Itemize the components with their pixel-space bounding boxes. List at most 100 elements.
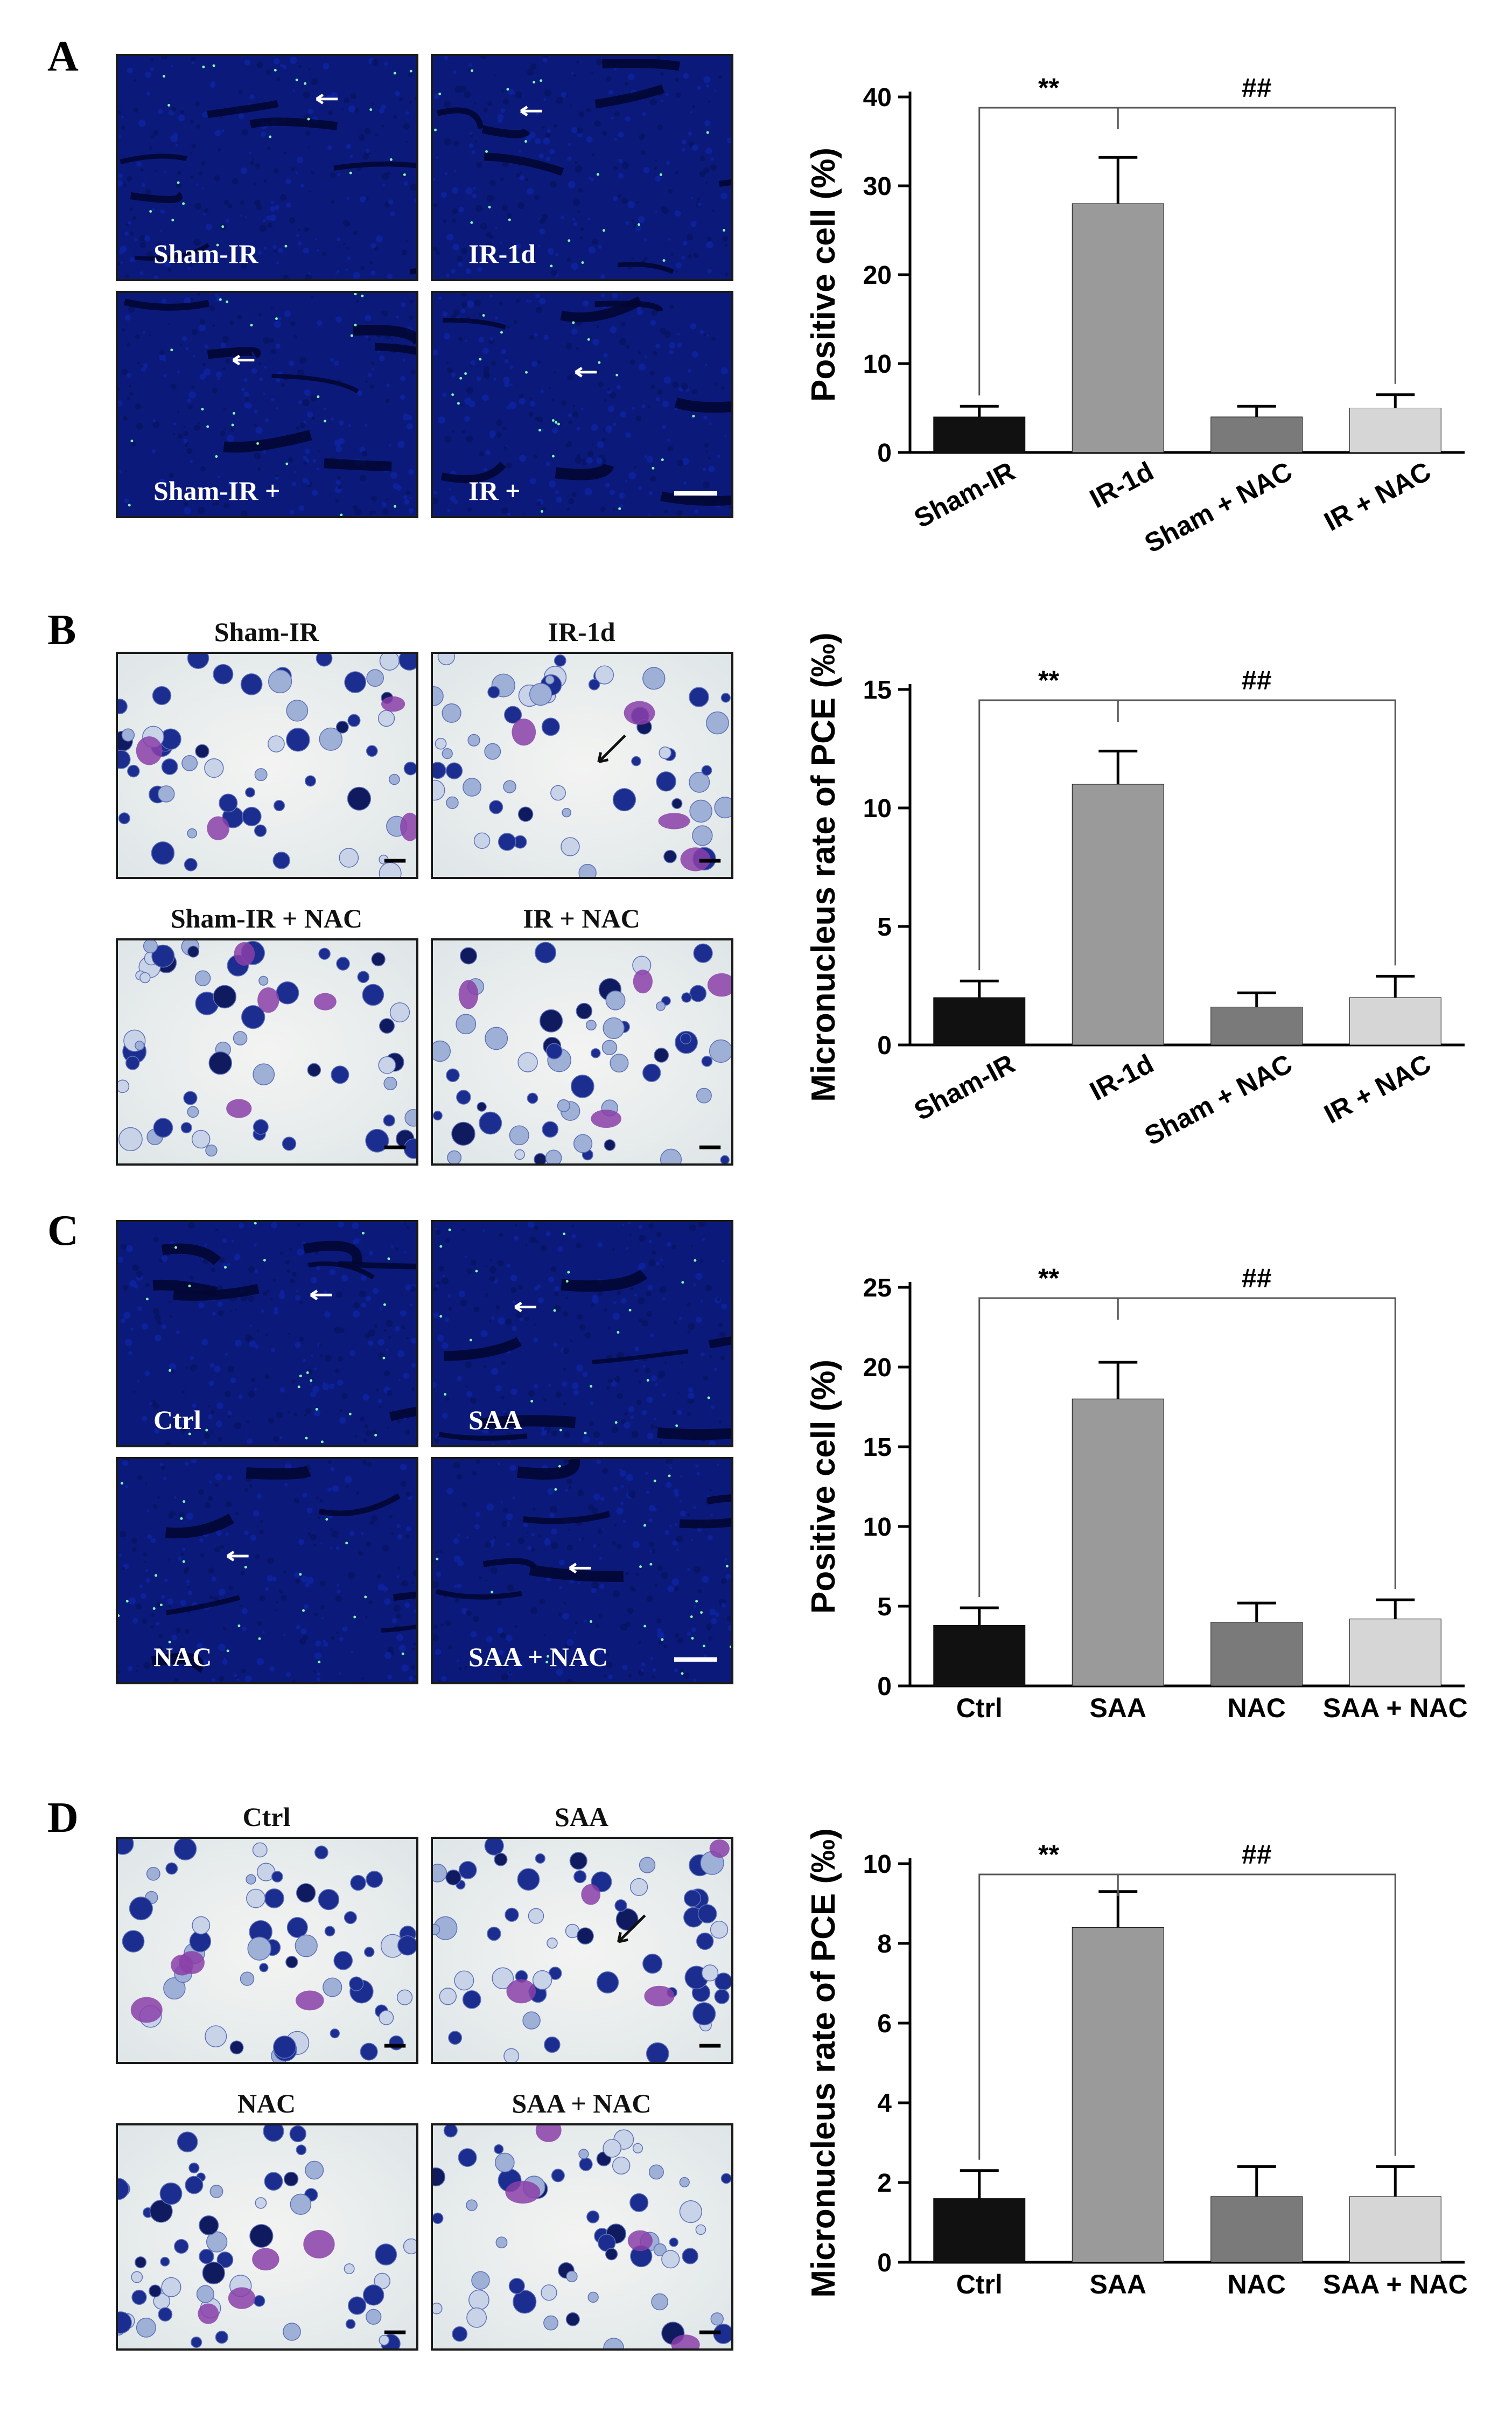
micrograph-title: IR + NAC <box>523 903 640 933</box>
micrograph-title: SAA <box>554 1802 609 1832</box>
micrograph <box>431 652 733 879</box>
error-bar <box>1237 1601 1276 1622</box>
micrograph <box>431 1457 733 1684</box>
micrograph-title: NAC <box>237 2088 296 2118</box>
bar <box>1072 1927 1164 2263</box>
y-axis-label: Micronucleus rate of PCE (‰) <box>805 1828 842 2298</box>
error-bar <box>960 1606 999 1626</box>
bar <box>933 2198 1026 2263</box>
error-bar <box>1098 1890 1138 1928</box>
x-tick-label: SAA <box>1089 2269 1146 2299</box>
x-tick-label: Ctrl <box>956 2269 1003 2299</box>
micrograph-title: Sham-IR <box>214 617 319 647</box>
micrograph-image <box>433 1222 731 1445</box>
error-bar <box>960 405 999 417</box>
y-tick-label: 0 <box>877 1672 892 1701</box>
error-bar <box>1376 2165 1415 2197</box>
y-tick-label: 10 <box>863 794 892 823</box>
x-tick-label: IR + NAC <box>1319 456 1436 537</box>
micrograph-image <box>433 1459 731 1682</box>
error-bar <box>1237 405 1276 417</box>
bar <box>1349 1619 1441 1686</box>
micrograph <box>431 1220 733 1447</box>
micrograph <box>431 938 733 1166</box>
bar <box>933 416 1026 453</box>
significance-marker: ## <box>1242 665 1272 695</box>
micrograph-image <box>118 1459 416 1682</box>
y-tick-label: 0 <box>877 1031 892 1060</box>
x-tick-label: SAA <box>1089 1693 1146 1723</box>
significance-marker: ## <box>1242 73 1272 103</box>
y-tick-label: 15 <box>863 676 892 705</box>
micrograph <box>116 938 418 1166</box>
bar-chart: 0 10 20 30 40 Positive cell (%) Sham-IR IR-1d Sh… <box>770 54 1502 609</box>
scale-bar <box>674 1657 717 1662</box>
micrograph-image <box>118 940 416 1163</box>
y-tick-label: 10 <box>863 350 892 379</box>
micrograph-label: SAA + NAC <box>468 1642 608 1672</box>
y-tick-label: 0 <box>877 2249 892 2277</box>
panel-letter: C <box>47 1207 79 1254</box>
micrograph-label: Sham-IR <box>153 239 258 269</box>
micrograph-label: SAA <box>468 1405 523 1435</box>
y-tick-label: 0 <box>877 439 892 468</box>
micrograph-image <box>433 654 731 877</box>
micrograph-image <box>118 2125 416 2348</box>
x-tick-label: NAC <box>1228 1693 1286 1723</box>
x-tick-label: SAA + NAC <box>1323 1693 1468 1723</box>
micrograph-image <box>433 293 731 516</box>
micrograph-image <box>433 1839 731 2062</box>
x-tick-label: IR + NAC <box>1319 1048 1436 1130</box>
y-tick-label: 5 <box>877 1593 892 1621</box>
x-tick-label: Sham-IR <box>909 456 1020 534</box>
error-bar <box>960 979 999 998</box>
bar <box>1210 1007 1303 1045</box>
micrograph-label: Ctrl <box>153 1405 201 1435</box>
micrograph-image <box>433 56 731 279</box>
micrograph-image <box>118 293 416 516</box>
panel-letter: B <box>47 606 76 654</box>
bar <box>1349 408 1441 453</box>
bar-chart: 0 5 10 15 20 25 Positive cell (%) Ctrl SAA NAC SAA… <box>770 1244 1502 1799</box>
bar <box>1210 416 1303 453</box>
micrograph-title: Ctrl <box>242 1802 291 1832</box>
micrograph <box>431 1837 733 2064</box>
y-tick-label: 6 <box>877 2010 892 2038</box>
significance-marker: ** <box>1038 1839 1059 1870</box>
bar <box>933 1625 1026 1686</box>
significance-marker: ** <box>1038 1263 1059 1293</box>
micrograph <box>116 1220 418 1447</box>
micrograph-image <box>118 1839 416 2062</box>
micrograph-title: IR-1d <box>548 617 615 647</box>
micrograph-label: NAC <box>153 1642 212 1672</box>
micrograph-label: IR + <box>468 476 521 506</box>
x-tick-label: IR-1d <box>1085 456 1159 514</box>
x-tick-label: Sham + NAC <box>1139 1048 1297 1151</box>
significance-marker: ** <box>1038 73 1059 103</box>
micrograph <box>116 1457 418 1684</box>
error-bar <box>1098 1361 1138 1399</box>
y-axis-label: Positive cell (%) <box>805 1360 842 1614</box>
micrograph <box>431 291 733 518</box>
x-tick-label: SAA + NAC <box>1323 2269 1468 2299</box>
bar <box>1349 2196 1441 2263</box>
error-bar <box>1098 156 1138 204</box>
micrograph-image <box>433 2125 731 2348</box>
micrograph-title: SAA + NAC <box>512 2088 652 2118</box>
bar <box>1210 1622 1303 1686</box>
bar <box>1072 1398 1164 1686</box>
y-tick-label: 2 <box>877 2169 892 2198</box>
y-tick-label: 40 <box>863 83 892 112</box>
x-tick-label: Sham-IR <box>909 1048 1020 1126</box>
bar <box>933 997 1026 1045</box>
error-bar <box>1098 749 1138 784</box>
significance-marker: ## <box>1242 1839 1272 1870</box>
y-axis-label: Micronucleus rate of PCE (‰) <box>805 632 842 1102</box>
micrograph <box>431 2123 733 2351</box>
micrograph-title: Sham-IR + NAC <box>170 903 363 933</box>
y-tick-label: 10 <box>863 1513 892 1542</box>
panel-letter: A <box>47 33 79 80</box>
micrograph-image <box>118 1222 416 1445</box>
micrograph <box>116 1837 418 2064</box>
micrograph <box>431 54 733 281</box>
